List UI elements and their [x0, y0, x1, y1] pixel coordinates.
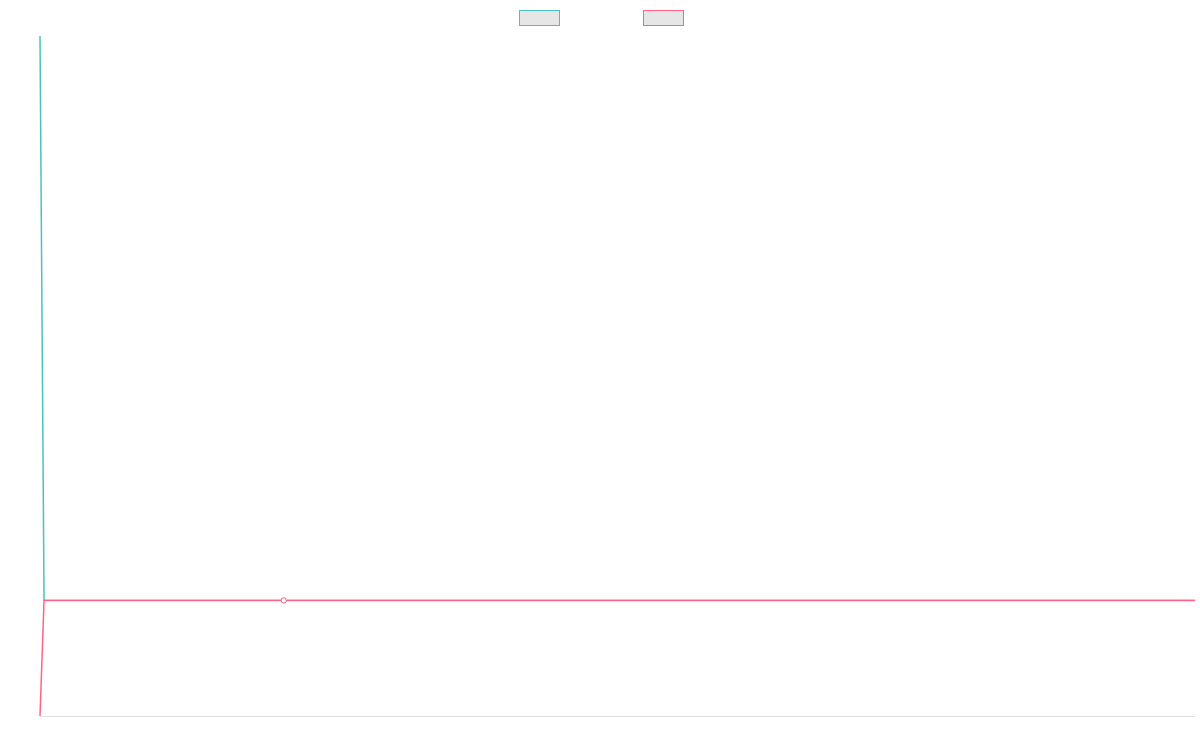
line-series — [39, 35, 1195, 602]
legend-swatch[interactable] — [643, 10, 684, 26]
legend-swatch[interactable] — [519, 10, 560, 26]
line-series — [39, 599, 1195, 717]
point-marker — [280, 597, 287, 604]
